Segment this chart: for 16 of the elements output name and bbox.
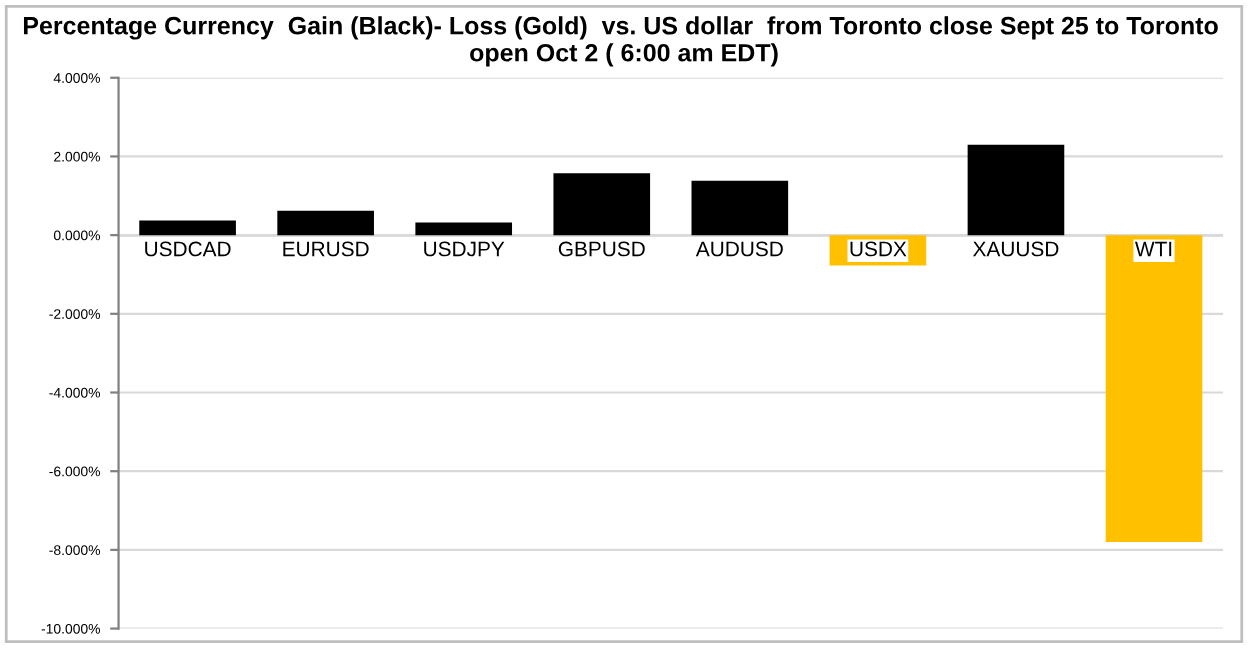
chart-title: Percentage Currency Gain (Black)- Loss (Gold) vs. US dollar from Toronto close Sept 25 to Toronto open Oct 2 ( 6:00 am EDT)	[23, 16, 1218, 67]
bar	[139, 220, 236, 236]
x-tick-label: XAUUSD	[973, 241, 1059, 257]
x-tick-label: GBPUSD	[558, 241, 645, 257]
bar	[1105, 235, 1203, 543]
bar	[691, 180, 789, 236]
bar	[553, 173, 651, 236]
x-tick-label: AUDUSD	[695, 241, 783, 257]
x-tick-label: USDJPY	[424, 241, 505, 257]
bar	[277, 210, 374, 236]
x-tick-label: USDX	[850, 241, 907, 257]
bar	[967, 144, 1065, 236]
x-tick-label: EURUSD	[283, 241, 369, 257]
x-tick-label: WTI	[1135, 241, 1172, 257]
x-tick-label: USDCAD	[145, 241, 231, 257]
bar	[415, 222, 513, 236]
